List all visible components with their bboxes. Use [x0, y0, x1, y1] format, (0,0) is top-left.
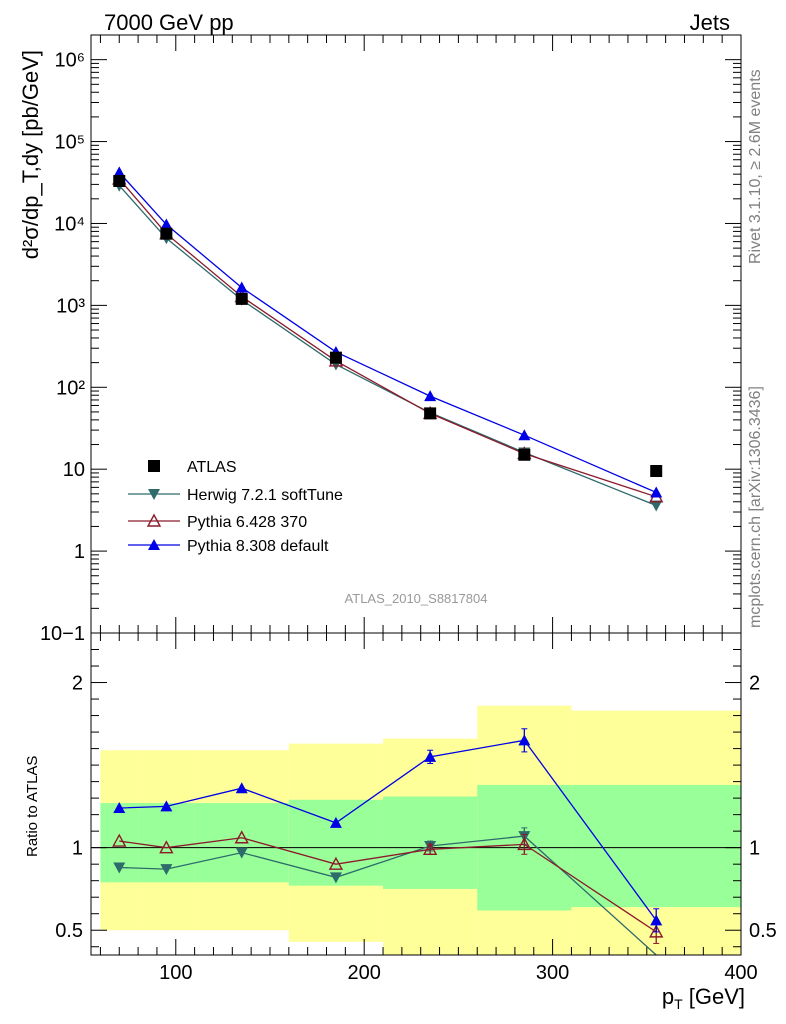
legend-label: Pythia 8.308 default [187, 538, 329, 555]
ratio-data-marks [112, 728, 664, 956]
pythia8-point [113, 802, 126, 814]
pythia6-point [112, 833, 127, 847]
y-tick-label: 2 [72, 673, 83, 695]
ratio-axis-ticks: 0.5 0.5 1 1 2 2 100 200 300 400 [55, 633, 777, 984]
atlas-point [148, 460, 160, 472]
pythia8-point [160, 800, 173, 812]
y-tick-label: 1 [72, 838, 83, 860]
pythia6-point [159, 840, 174, 854]
main-y-axis-label: d²σ/dp_T,dy [pb/GeV] [18, 50, 43, 259]
side-label-top: Rivet 3.1.10, ≥ 2.6M events [747, 69, 764, 264]
y-tick-label: 10−1 [40, 623, 85, 645]
y-tick-label: 10³ [56, 295, 85, 317]
y-tick-label: 1 [74, 541, 85, 563]
pythia6-point [146, 513, 162, 527]
legend-label: Pythia 6.428 370 [187, 514, 307, 531]
atlas-point [113, 174, 126, 187]
main-panel: d²σ/dp_T,dy [pb/GeV] 10−1 1 10 10² 10³ 10⁴ 10⁵… [18, 34, 742, 645]
atlas-point [518, 448, 531, 461]
ratio-panel: 0.5 0.5 1 1 2 2 100 200 300 400 Ratio to ATLAS pT… [24, 632, 777, 1012]
y-tick-label-right: 1 [749, 838, 760, 860]
atlas-point [650, 465, 663, 478]
main-axis-ticks: 10−1 1 10 10² 10³ 10⁴ 10⁵ 10⁶ [40, 34, 742, 645]
x-tick-label: 100 [159, 962, 192, 984]
pythia6-point [234, 830, 249, 844]
y-tick-label-right: 0.5 [749, 920, 777, 942]
atlas-point [424, 407, 437, 420]
x-axis-label: pT [GeV] [662, 984, 745, 1012]
pythia8-point [518, 734, 531, 746]
analysis-watermark: ATLAS_2010_S8817804 [345, 591, 488, 606]
side-label-bottom: mcplots.cern.ch [arXiv:1306.3436] [747, 386, 764, 628]
pythia8-point [518, 429, 531, 441]
atlas-point [160, 227, 173, 240]
ratio-uncertainty-bands [100, 705, 741, 955]
y-tick-label: 0.5 [55, 920, 83, 942]
y-tick-label: 10⁵ [54, 132, 85, 154]
ratio-y-axis-label: Ratio to ATLAS [24, 756, 41, 857]
y-tick-label: 10² [56, 377, 85, 399]
header-right: Jets [690, 10, 730, 35]
herwig-point [329, 872, 342, 884]
legend: ATLAS Herwig 7.2.1 softTune Pythia 6.428 3… [128, 459, 343, 555]
herwig-point [650, 500, 663, 512]
pythia8-point [424, 750, 437, 762]
herwig-point [148, 489, 160, 500]
pythia8-point [113, 166, 126, 178]
x-tick-label: 300 [536, 962, 569, 984]
herwig-point [160, 864, 173, 876]
pythia6-point [328, 856, 344, 870]
pythia6-point [517, 836, 532, 851]
herwig-point [235, 847, 248, 859]
x-tick-label: 400 [724, 962, 757, 984]
header-left: 7000 GeV pp [104, 10, 234, 35]
y-tick-label: 10⁴ [54, 213, 85, 235]
y-tick-label-right: 2 [749, 673, 760, 695]
pythia8-point [160, 218, 173, 230]
legend-label: ATLAS [187, 459, 237, 476]
pythia8-point [424, 390, 437, 402]
pythia8-point [148, 539, 160, 550]
ratio-panel-frame [90, 632, 742, 956]
pythia8-point [235, 782, 248, 794]
herwig-point [113, 862, 126, 874]
pythia8-point [650, 486, 663, 498]
pythia8-point [235, 281, 248, 293]
atlas-point [235, 292, 248, 305]
main-data-marks [112, 166, 664, 512]
pythia8-point [650, 914, 663, 926]
series-line [118, 178, 657, 498]
series-line [118, 171, 657, 494]
y-tick-label: 10⁶ [55, 50, 85, 72]
x-tick-label: 200 [348, 962, 381, 984]
inner-band [288, 799, 384, 886]
pythia6-point [422, 841, 438, 856]
inner-band [571, 784, 741, 908]
legend-label: Herwig 7.2.1 softTune [187, 487, 343, 504]
y-tick-label: 10 [63, 459, 85, 481]
pythia8-point [329, 816, 342, 828]
atlas-point [329, 351, 342, 364]
